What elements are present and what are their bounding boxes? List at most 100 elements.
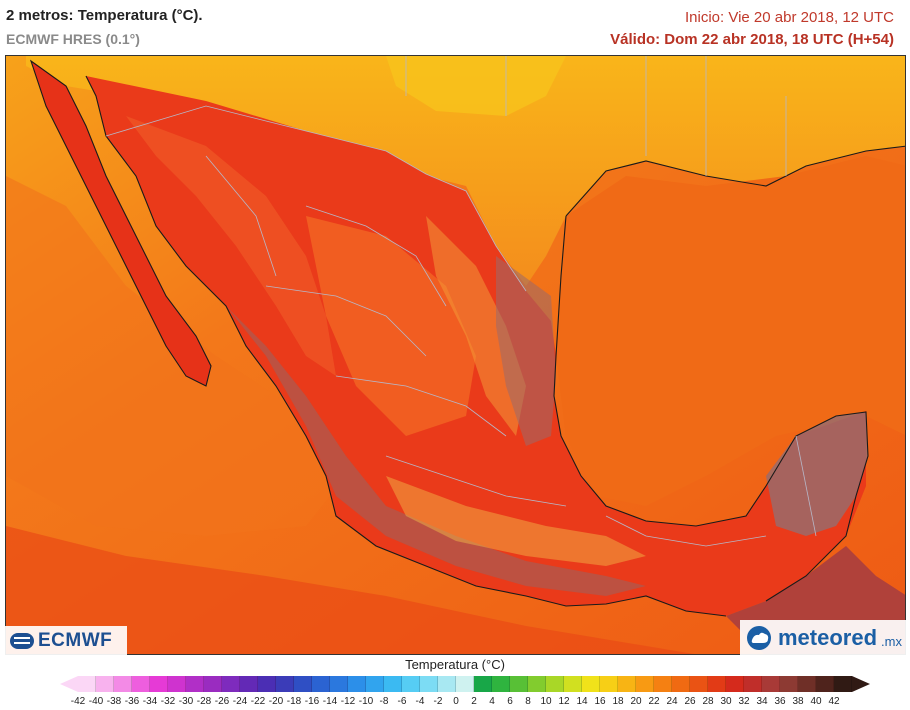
color-scale-swatch: [312, 676, 330, 692]
color-scale-swatch: [636, 676, 654, 692]
color-scale-swatch: [780, 676, 798, 692]
color-scale-tick-label: 20: [630, 696, 642, 707]
color-scale-tick-label: -18: [286, 696, 302, 707]
color-scale-swatch: [582, 676, 600, 692]
coastal-plain-east: [496, 256, 556, 446]
color-scale-swatch: [222, 676, 240, 692]
meteored-logo: meteored .mx: [740, 620, 906, 655]
color-scale-tick-label: -40: [88, 696, 104, 707]
legend-title: Temperatura (°C): [405, 657, 505, 672]
ecmwf-logo-text: ECMWF: [38, 630, 113, 651]
color-scale-swatch: [96, 676, 114, 692]
color-scale-tick-label: 26: [684, 696, 696, 707]
color-scale-tick-label: -10: [358, 696, 374, 707]
color-scale-swatch: [816, 676, 834, 692]
color-scale-tick-label: -4: [415, 696, 425, 707]
color-scale-tick-label: 12: [558, 696, 570, 707]
color-scale-tick-label: 42: [828, 696, 840, 707]
color-scale-swatch: [168, 676, 186, 692]
color-scale-tick-label: 32: [738, 696, 750, 707]
color-scale-swatch: [132, 676, 150, 692]
central-plateau: [306, 216, 476, 436]
color-scale-swatch: [546, 676, 564, 692]
color-scale-swatch: [528, 676, 546, 692]
valid-time: Válido: Dom 22 abr 2018, 18 UTC (H+54): [610, 31, 894, 48]
gulf-of-mexico: [556, 156, 905, 506]
color-scale-swatch: [150, 676, 168, 692]
color-scale-tick-label: 36: [774, 696, 786, 707]
color-scale-swatch: [474, 676, 492, 692]
color-scale-swatch: [204, 676, 222, 692]
color-scale-tick-label: -24: [232, 696, 248, 707]
meteored-logo-text: meteored: [778, 624, 878, 650]
color-scale-tick-label: 2: [471, 696, 477, 707]
color-scale-tick-label: 28: [702, 696, 714, 707]
coastlines: [29, 59, 905, 617]
color-scale-tick-label: -26: [214, 696, 230, 707]
color-scale-max-arrow: [852, 676, 870, 692]
color-scale-tick-label: 14: [576, 696, 588, 707]
color-scale-swatch: [510, 676, 528, 692]
color-scale-tick-label: -16: [304, 696, 320, 707]
color-scale-ticks: -42 -40 -38 -36 -34 -32 -30 -28 -26 -24 -22 -20 -18-…: [0, 696, 910, 710]
color-scale-tick-label: -34: [142, 696, 158, 707]
color-scale-tick-label: -12: [340, 696, 356, 707]
color-scale-swatch: [564, 676, 582, 692]
color-scale-swatch: [834, 676, 852, 692]
init-time: Inicio: Vie 20 abr 2018, 12 UTC: [684, 9, 894, 26]
temperature-map[interactable]: [5, 55, 906, 655]
color-scale-tick-label: -8: [379, 696, 389, 707]
color-scale-tick-label: 24: [666, 696, 678, 707]
color-scale-swatch: [726, 676, 744, 692]
color-scale-tick-label: 22: [648, 696, 660, 707]
color-scale-tick-label: 10: [540, 696, 552, 707]
color-scale-tick-label: 4: [489, 696, 495, 707]
meteored-icon: [747, 625, 771, 650]
color-scale-swatch: [330, 676, 348, 692]
color-scale-swatch: [294, 676, 312, 692]
baja-california: [31, 61, 211, 386]
color-scale-swatch: [492, 676, 510, 692]
color-scale-swatch: [600, 676, 618, 692]
color-scale-swatch: [798, 676, 816, 692]
color-scale-tick-label: 38: [792, 696, 804, 707]
map-title: 2 metros: Temperatura (°C).: [6, 7, 203, 24]
usa-yellow-patch: [386, 56, 566, 116]
color-scale-swatch: [384, 676, 402, 692]
color-scale-tick-label: 34: [756, 696, 768, 707]
color-scale-tick-label: 18: [612, 696, 624, 707]
color-scale-swatch: [348, 676, 366, 692]
color-scale-tick-label: 40: [810, 696, 822, 707]
south-highlands: [386, 476, 646, 566]
color-scale-tick-label: -28: [196, 696, 212, 707]
color-scale-swatch: [402, 676, 420, 692]
color-scale-swatch: [618, 676, 636, 692]
color-scale-tick-label: 30: [720, 696, 732, 707]
color-scale-tick-label: -32: [160, 696, 176, 707]
color-scale-bar: [60, 676, 870, 692]
color-scale-tick-label: 6: [507, 696, 513, 707]
color-scale-tick-label: -36: [124, 696, 140, 707]
color-scale-swatch: [276, 676, 294, 692]
color-scale-tick-label: 16: [594, 696, 606, 707]
color-scale-tick-label: -2: [433, 696, 443, 707]
model-label: ECMWF HRES (0.1°): [6, 31, 140, 47]
color-scale-min-arrow: [60, 676, 78, 692]
meteored-logo-suffix: .mx: [881, 634, 902, 649]
color-scale-tick-label: -38: [106, 696, 122, 707]
color-scale-swatch: [744, 676, 762, 692]
color-scale-tick-label: -22: [250, 696, 266, 707]
color-scale-tick-label: -14: [322, 696, 338, 707]
color-scale-swatch: [438, 676, 456, 692]
color-scale-swatch: [456, 676, 474, 692]
color-scale-swatch: [78, 676, 96, 692]
pacific-southern-band: [6, 526, 694, 654]
color-scale-swatch: [654, 676, 672, 692]
state-borders: [105, 56, 817, 547]
sierra-madre-oriental: [426, 216, 526, 436]
ecmwf-logo: ECMWF: [5, 626, 127, 656]
color-scale-swatch: [366, 676, 384, 692]
color-scale-tick-label: -42: [70, 696, 86, 707]
color-scale-swatch: [672, 676, 690, 692]
color-scale-tick-label: -30: [178, 696, 194, 707]
